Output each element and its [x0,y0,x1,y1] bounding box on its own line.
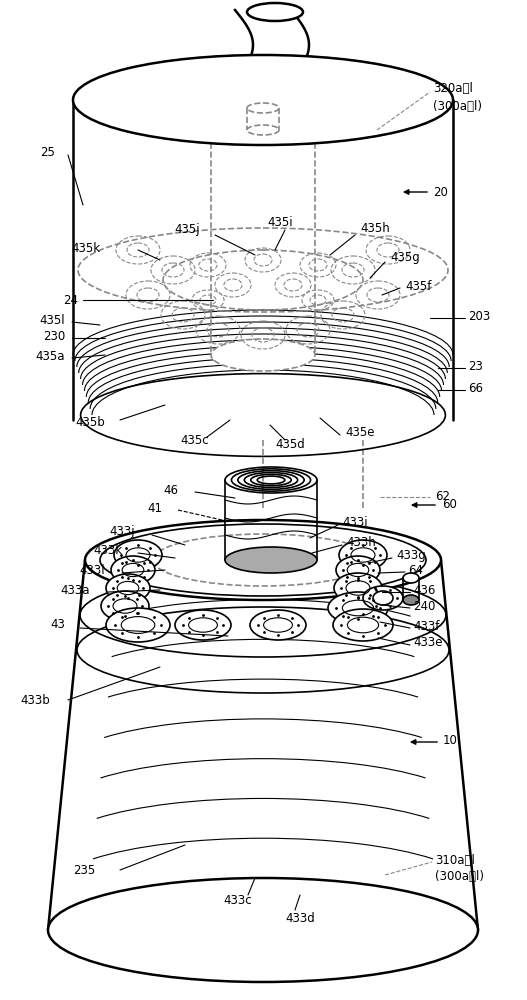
Ellipse shape [48,878,478,982]
Ellipse shape [85,520,441,600]
Text: 433h: 433h [346,536,376,548]
Text: 43: 43 [50,618,65,632]
Text: 433f: 433f [413,619,440,633]
Ellipse shape [250,610,306,640]
Text: 435d: 435d [275,438,305,450]
Text: 433a: 433a [61,584,90,596]
Text: 66: 66 [468,381,483,394]
Text: 23: 23 [468,360,483,372]
Text: 433i: 433i [342,516,368,530]
Ellipse shape [111,556,155,584]
Ellipse shape [247,3,303,21]
Ellipse shape [225,547,317,573]
Text: 235: 235 [73,863,95,876]
Text: 435e: 435e [345,426,375,438]
Text: 433d: 433d [285,912,315,924]
Text: 435b: 435b [75,416,105,428]
Ellipse shape [363,586,403,610]
Text: 435l: 435l [40,314,65,326]
Text: 433j: 433j [110,526,135,538]
Text: (300a～l): (300a～l) [433,100,482,112]
Text: 320a～l: 320a～l [433,82,473,95]
Text: 435f: 435f [405,279,432,292]
Ellipse shape [334,573,382,603]
Ellipse shape [339,540,387,570]
Text: 433g: 433g [396,548,426,562]
Text: 433b: 433b [20,694,50,706]
Text: 20: 20 [433,186,448,198]
Text: 435a: 435a [35,350,65,362]
Ellipse shape [73,55,453,145]
Ellipse shape [106,574,150,602]
Text: 435g: 435g [390,251,419,264]
Text: 433l: 433l [80,564,105,576]
Ellipse shape [106,608,170,642]
Text: 46: 46 [163,484,178,496]
Text: 24: 24 [63,294,78,306]
Ellipse shape [403,595,419,605]
Text: 433k: 433k [93,544,122,556]
Ellipse shape [250,71,306,89]
Text: 435c: 435c [181,434,209,446]
Text: 433c: 433c [223,894,252,906]
Text: 203: 203 [468,310,490,322]
Text: 64: 64 [408,564,423,576]
Ellipse shape [333,609,393,641]
Text: 435k: 435k [71,241,100,254]
Text: (300a～l): (300a～l) [435,869,484,882]
Text: 25: 25 [40,145,55,158]
Ellipse shape [336,556,380,584]
Ellipse shape [114,540,162,570]
Text: 310a～l: 310a～l [435,854,475,866]
Text: 230: 230 [43,330,65,342]
Ellipse shape [101,591,149,621]
Text: 10: 10 [443,734,458,746]
Ellipse shape [403,573,419,583]
Ellipse shape [211,339,315,371]
Text: 436: 436 [413,584,435,596]
Text: 240: 240 [413,600,435,613]
Text: 60: 60 [442,497,457,510]
Text: 435h: 435h [360,222,390,234]
Text: 433e: 433e [413,637,443,650]
Ellipse shape [175,610,231,640]
Text: 41: 41 [147,502,162,514]
Text: 62: 62 [435,489,450,502]
Text: 435i: 435i [267,216,293,229]
Ellipse shape [328,592,388,624]
Text: 435j: 435j [174,224,200,236]
